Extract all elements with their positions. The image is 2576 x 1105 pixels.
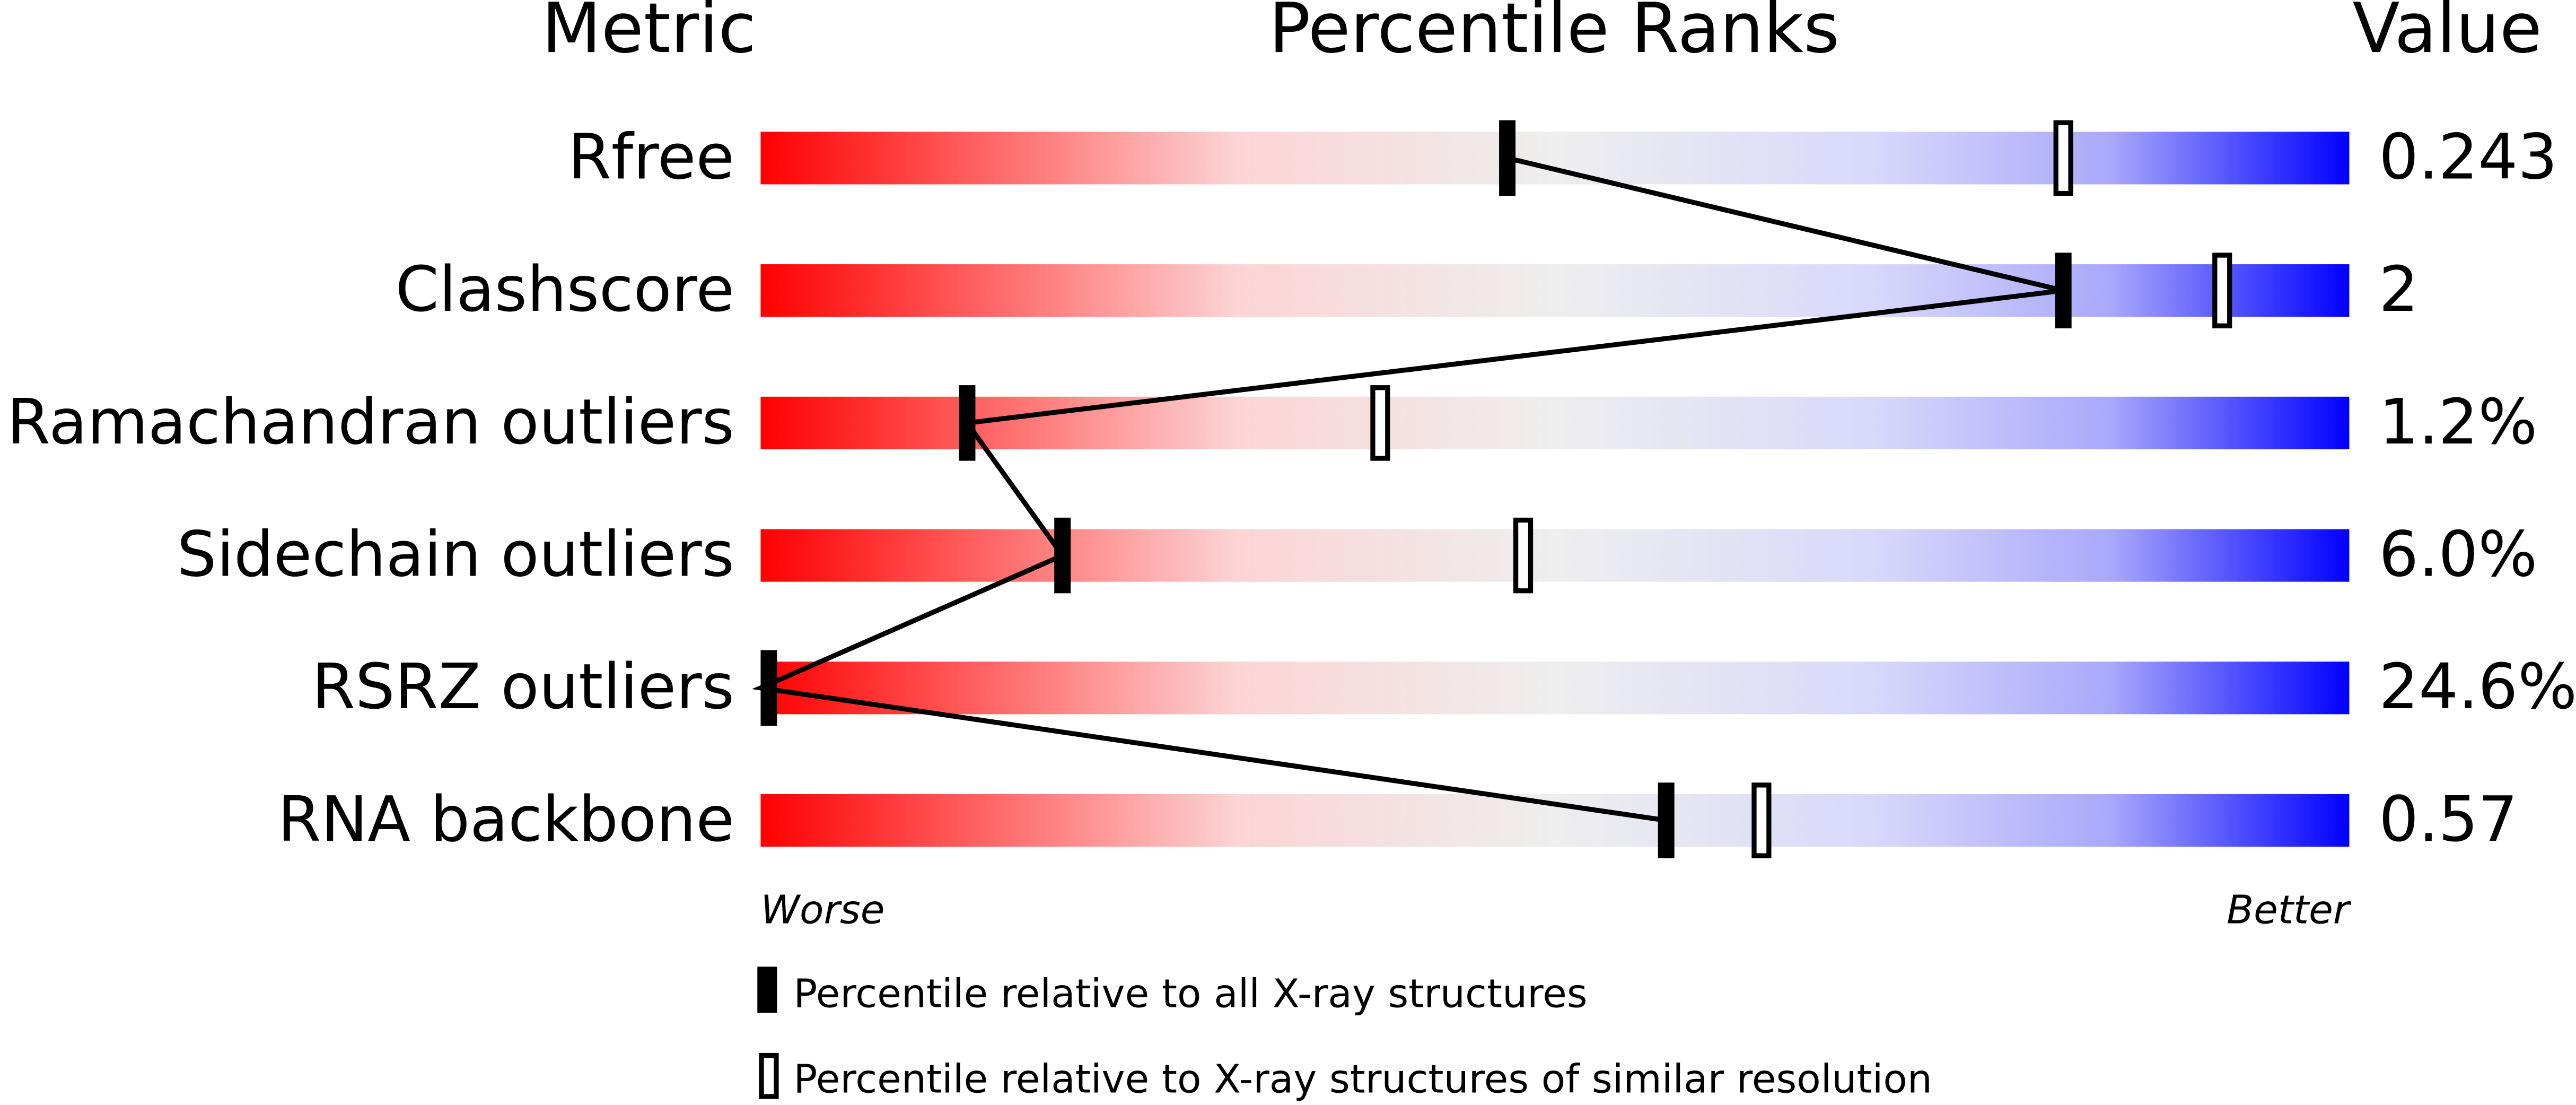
percentile-marker (1499, 120, 1516, 196)
metric-label: Sidechain outliers (177, 518, 734, 590)
slider-bar (760, 264, 2350, 317)
metric-label: Ramachandran outliers (7, 386, 734, 458)
legend-label: Percentile relative to X-ray structures … (793, 1056, 1932, 1102)
slider-bar (760, 396, 2350, 449)
metric-value: 24.6% (2379, 650, 2576, 723)
percentile-marker (760, 650, 777, 726)
metric-value: 2 (2379, 253, 2419, 326)
metric-label: RNA backbone (278, 783, 734, 856)
metric-label: Clashscore (396, 253, 734, 326)
resolution-percentile-marker (1370, 385, 1390, 461)
connector-line (751, 155, 2064, 823)
percentile-marker (1054, 517, 1071, 594)
resolution-percentile-marker (1751, 782, 1772, 858)
metric-value: 0.243 (2379, 120, 2557, 193)
column-title: Metric (542, 0, 757, 68)
metric-value: 6.0% (2379, 518, 2537, 590)
column-title: Value (2353, 0, 2542, 68)
slider-bar (760, 662, 2350, 715)
resolution-percentile-marker (2053, 120, 2073, 196)
resolution-percentile-marker (2212, 253, 2232, 328)
legend-swatch (759, 1052, 779, 1099)
percentile-marker (959, 385, 976, 461)
percentile-marker (2055, 253, 2072, 328)
metric-value: 0.57 (2379, 783, 2518, 856)
resolution-percentile-marker (1513, 517, 1534, 594)
legend-label: Percentile relative to all X-ray structu… (793, 971, 1587, 1017)
axis-label: Better (2227, 887, 2352, 933)
column-title: Percentile Ranks (1269, 0, 1839, 68)
slider-bar (760, 132, 2350, 185)
metric-label: Rfree (568, 120, 734, 193)
legend-swatch (757, 967, 777, 1013)
percentile-marker (1658, 782, 1675, 858)
slider-bar (760, 529, 2350, 582)
metric-label: RSRZ outliers (312, 650, 734, 723)
metric-value: 1.2% (2379, 386, 2537, 458)
axis-label: Worse (760, 887, 884, 933)
